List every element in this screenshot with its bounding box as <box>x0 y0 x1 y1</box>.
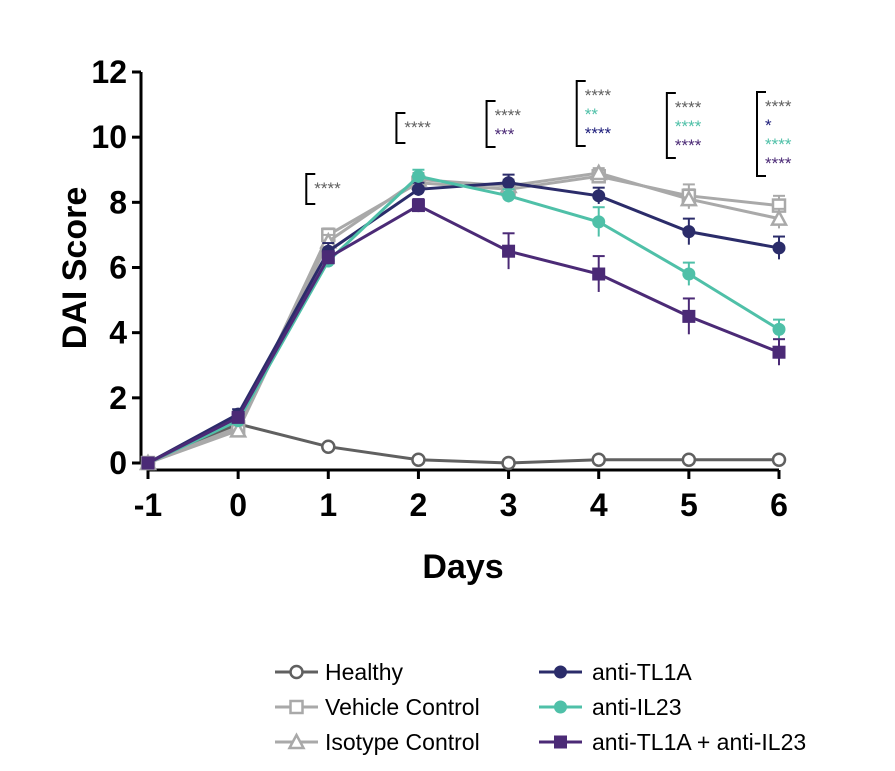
significance-bracket <box>756 91 766 177</box>
data-point <box>321 251 335 265</box>
series-line <box>147 171 780 465</box>
series-line <box>147 422 779 465</box>
x-tick-label: 3 <box>500 487 518 523</box>
data-point <box>682 225 696 239</box>
data-point <box>682 309 696 323</box>
legend-label: anti-TL1A + anti-IL23 <box>592 729 806 755</box>
y-tick-label: 6 <box>109 250 127 286</box>
data-point <box>592 189 606 203</box>
significance-mark: *** <box>495 125 515 144</box>
legend-item: anti-TL1A + anti-IL23 <box>539 729 806 755</box>
data-point <box>592 267 606 281</box>
legend-label: anti-IL23 <box>592 694 682 720</box>
significance-mark: **** <box>404 118 431 137</box>
data-point <box>321 439 336 454</box>
significance-mark: **** <box>314 179 341 198</box>
series-line <box>147 174 780 465</box>
y-tick-label: 2 <box>109 380 127 416</box>
significance-mark: ** <box>585 105 599 124</box>
data-point <box>141 456 155 470</box>
y-tick-label: 10 <box>91 119 127 155</box>
y-tick-label: 4 <box>109 315 127 351</box>
y-axis-title: DAI Score <box>56 187 94 350</box>
data-point <box>411 199 425 213</box>
data-point <box>502 244 516 258</box>
y-tick-label: 12 <box>91 54 127 90</box>
legend-marker <box>289 664 304 680</box>
significance-day-1: **** <box>305 173 341 205</box>
significance-mark: **** <box>495 106 522 125</box>
x-tick-label: 6 <box>770 487 788 523</box>
significance-bracket <box>395 112 406 144</box>
x-tick-label: 4 <box>590 487 608 523</box>
legend-item: anti-TL1A <box>539 659 692 685</box>
data-point <box>772 241 786 255</box>
data-point <box>411 452 426 467</box>
significance-day-5: ************ <box>665 92 702 159</box>
significance-bracket <box>305 173 316 205</box>
data-point <box>682 267 696 281</box>
data-point <box>502 176 516 190</box>
data-point <box>411 182 425 196</box>
legend-label: Isotype Control <box>325 729 480 755</box>
x-tick-label: 1 <box>319 487 337 523</box>
data-point <box>592 215 606 229</box>
data-point <box>591 452 606 467</box>
significance-mark: **** <box>675 98 702 117</box>
legend: Healthy Vehicle Control Isotype Control ant… <box>275 659 806 755</box>
x-tick-label: 5 <box>680 487 698 523</box>
legend-marker <box>554 735 567 749</box>
data-point <box>501 455 516 471</box>
legend-item: Vehicle Control <box>275 694 480 720</box>
y-tick-label: 8 <box>109 184 127 220</box>
legend-item: Isotype Control <box>275 729 480 755</box>
data-point <box>679 189 698 207</box>
legend-marker <box>287 732 306 750</box>
significance-mark: **** <box>675 136 702 155</box>
significance-mark: **** <box>765 97 792 116</box>
significance-mark: **** <box>675 117 702 136</box>
significance-bracket <box>665 92 676 159</box>
significance-mark: **** <box>765 154 792 173</box>
legend-marker <box>554 700 567 714</box>
data-point <box>589 163 608 181</box>
significance-mark: **** <box>765 135 792 154</box>
data-point <box>231 410 245 424</box>
significance-mark: * <box>765 116 772 135</box>
significance-mark: **** <box>585 124 612 143</box>
data-point <box>681 452 697 467</box>
significance-day-3: ******* <box>485 100 522 148</box>
significance-day-6: ************* <box>756 91 792 177</box>
legend-marker <box>289 699 304 715</box>
data-point <box>769 208 789 226</box>
legend-label: Healthy <box>325 659 403 685</box>
legend-item: Healthy <box>275 659 403 685</box>
series-line <box>147 203 780 465</box>
significance-day-2: **** <box>395 112 431 144</box>
series-layer <box>138 163 789 471</box>
x-tick-label: 0 <box>229 487 247 523</box>
data-point <box>772 322 786 336</box>
series-anti-tl1a-anti-il23 <box>141 198 786 470</box>
significance-bracket <box>575 80 586 147</box>
significance-mark: **** <box>585 86 612 105</box>
legend-label: anti-TL1A <box>592 659 692 685</box>
legend-marker <box>554 665 567 679</box>
x-axis-title: Days <box>422 548 503 586</box>
legend-item: anti-IL23 <box>539 694 682 720</box>
x-tick-label: -1 <box>134 487 162 523</box>
data-point <box>771 452 787 467</box>
y-tick-label: 0 <box>109 445 127 481</box>
significance-layer: ****************************************… <box>305 80 792 205</box>
data-point <box>772 345 786 359</box>
x-tick-label: 2 <box>410 487 428 523</box>
significance-bracket <box>485 100 496 148</box>
legend-label: Vehicle Control <box>325 694 480 720</box>
data-point <box>411 169 425 183</box>
significance-day-4: ********** <box>575 80 612 147</box>
data-point <box>502 189 516 203</box>
data-point <box>229 420 248 438</box>
